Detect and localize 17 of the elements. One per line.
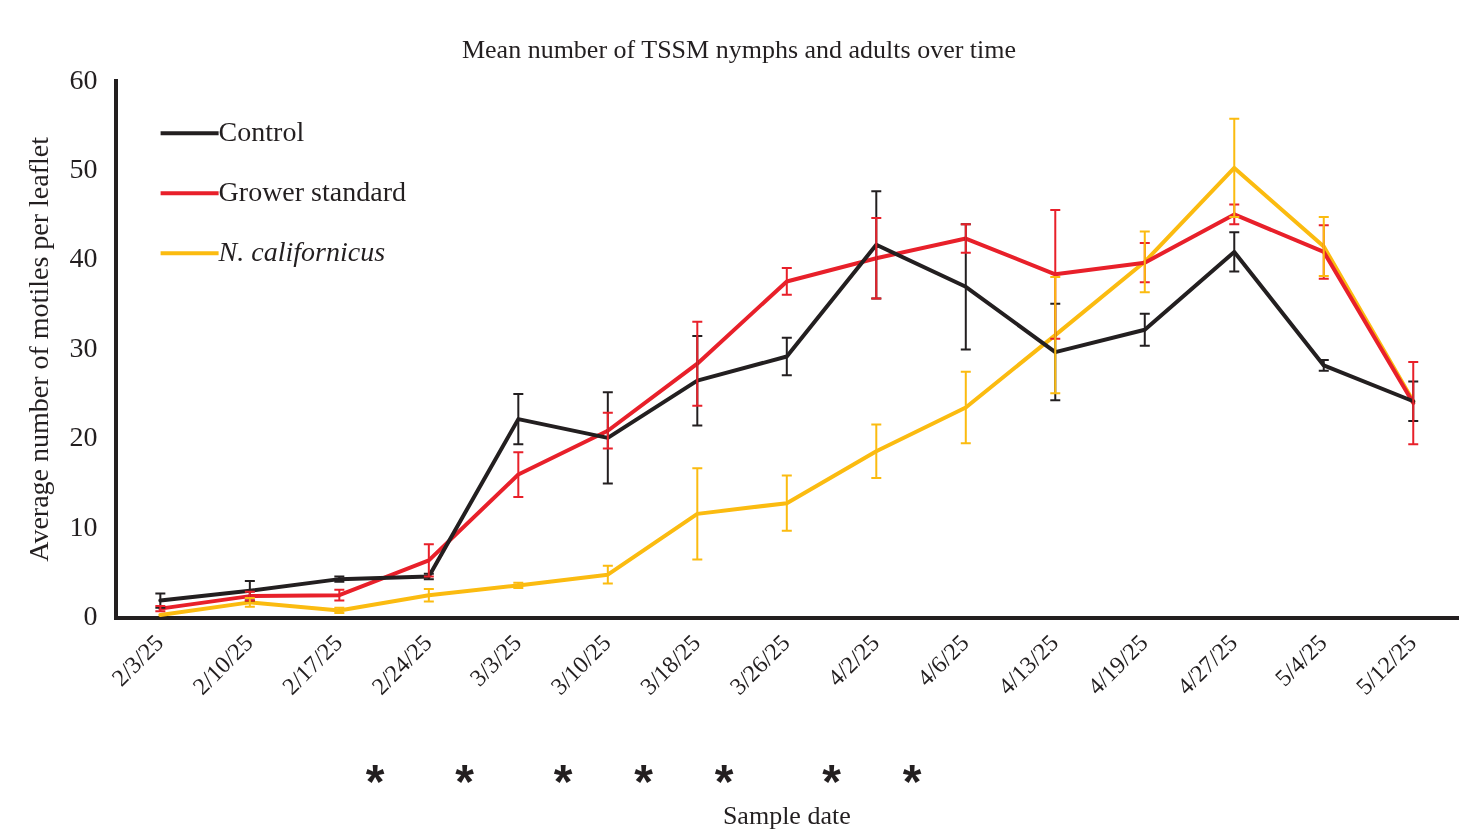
legend-label: Control	[218, 115, 305, 147]
y-axis-title: Average number of motiles per leaflet	[23, 136, 55, 562]
y-tick-label: 30	[69, 331, 98, 363]
legend-label: N. californicus	[217, 235, 386, 267]
text: *	[553, 755, 573, 809]
y-tick-label: 60	[69, 63, 98, 95]
text: *	[455, 755, 475, 809]
y-tick-label: 20	[69, 421, 98, 453]
chart-title: Mean number of TSSM nymphs and adults over time	[461, 35, 1017, 65]
text: *	[365, 755, 385, 809]
text: *	[902, 755, 922, 809]
y-tick-label: 0	[83, 599, 98, 631]
y-tick-label: 40	[69, 242, 98, 274]
legend-label: Grower standard	[218, 175, 406, 207]
text: *	[634, 755, 654, 809]
y-tick-label: 10	[69, 510, 98, 542]
y-tick-label: 50	[69, 152, 98, 184]
